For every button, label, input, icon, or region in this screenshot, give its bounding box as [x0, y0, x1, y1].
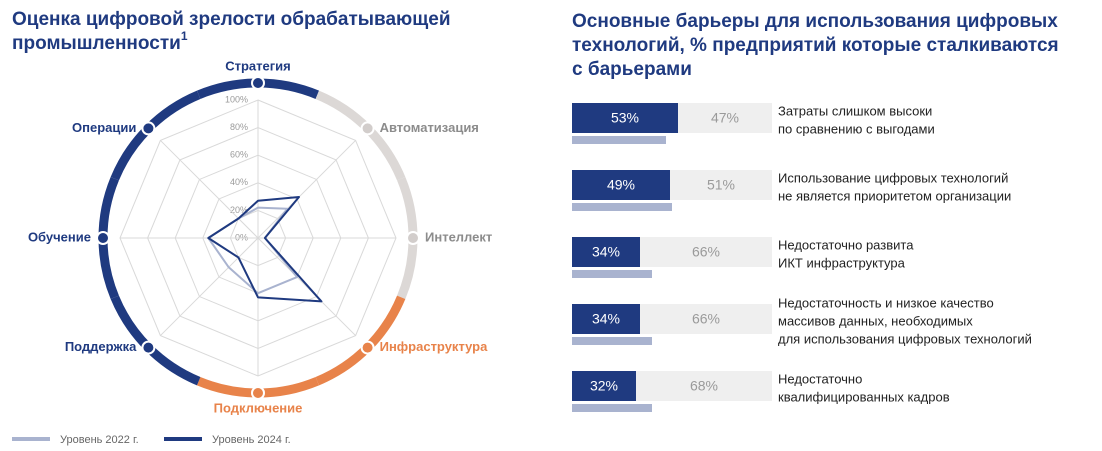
category-label: Затраты слишком высоки — [778, 103, 932, 118]
axis-label: Стратегия — [225, 58, 291, 73]
chart-title: промышленности1 — [12, 29, 188, 54]
axis-dot — [141, 340, 156, 355]
y-tick-label: 100% — [225, 94, 248, 104]
bar-segment — [572, 237, 640, 267]
chart-title: Оценка цифровой зрелости обрабатывающей — [12, 9, 451, 30]
axis-label: Обучение — [28, 229, 91, 244]
y-tick-label: 0% — [235, 232, 248, 242]
value-label: 68% — [690, 378, 718, 394]
axis-dot — [251, 76, 265, 90]
value-label: 66% — [692, 244, 720, 260]
axis-dot — [360, 121, 375, 136]
chart-title: Основные барьеры для использования цифро… — [572, 11, 1058, 32]
category-label: Недостаточно развита — [778, 237, 914, 252]
axis-label: Подключение — [214, 400, 303, 415]
axis-label: Инфраструктура — [380, 339, 489, 354]
axis-dot — [251, 386, 265, 400]
category-label: Недостаточность и низкое качество — [778, 295, 994, 310]
overlay-bar — [572, 337, 652, 345]
y-tick-label: 40% — [230, 177, 248, 187]
value-label: 32% — [590, 378, 618, 394]
axis-dot — [360, 340, 375, 355]
value-label: 49% — [607, 177, 635, 193]
y-tick-label: 80% — [230, 122, 248, 132]
category-label: для использования цифровых технологий — [778, 331, 1032, 346]
legend-label: Уровень 2022 г. — [60, 434, 139, 446]
series-line — [207, 206, 299, 295]
value-label: 47% — [711, 110, 739, 126]
axis-dot — [96, 231, 110, 245]
bar-segment — [572, 304, 640, 334]
value-label: 34% — [592, 311, 620, 327]
category-label: по сравнению с выгодами — [778, 121, 935, 136]
value-label: 34% — [592, 244, 620, 260]
legend-label: Уровень 2024 г. — [212, 434, 291, 446]
overlay-bar — [572, 136, 666, 144]
axis-label: Поддержка — [65, 339, 137, 354]
axis-label: Интеллект — [425, 229, 492, 244]
bar-segment — [640, 237, 772, 267]
category-label: Недостаточно — [778, 371, 862, 386]
bar-segment — [640, 304, 772, 334]
axis-label: Операции — [72, 120, 136, 135]
axis-dot — [406, 231, 420, 245]
value-label: 53% — [611, 110, 639, 126]
axis-spoke — [160, 140, 259, 239]
bar-segment — [678, 103, 772, 133]
bar-segment — [572, 371, 636, 401]
y-tick-label: 20% — [230, 205, 248, 215]
category-label: не является приоритетом организации — [778, 188, 1011, 203]
overlay-bar — [572, 404, 652, 412]
axis-spoke — [257, 140, 356, 239]
overlay-bar — [572, 270, 652, 278]
bar-segment — [636, 371, 772, 401]
bar-segment — [572, 103, 678, 133]
axis-dot — [141, 121, 156, 136]
category-label: массивов данных, необходимых — [778, 313, 973, 328]
title-note: 1 — [181, 29, 188, 43]
overlay-bar — [572, 203, 672, 211]
axis-spoke — [257, 237, 356, 336]
axis-label: Автоматизация — [380, 120, 479, 135]
bar-segment — [572, 170, 670, 200]
value-label: 51% — [707, 177, 735, 193]
category-label: ИКТ инфраструктура — [778, 255, 906, 270]
chart-title: с барьерами — [572, 59, 692, 80]
bar-segment — [670, 170, 772, 200]
axis-spoke — [160, 237, 259, 336]
y-tick-label: 60% — [230, 150, 248, 160]
category-label: Использование цифровых технологий — [778, 170, 1008, 185]
chart-title: технологий, % предприятий которые сталки… — [572, 35, 1059, 56]
series-line — [207, 196, 323, 303]
category-label: квалифицированных кадров — [778, 389, 950, 404]
value-label: 66% — [692, 311, 720, 327]
